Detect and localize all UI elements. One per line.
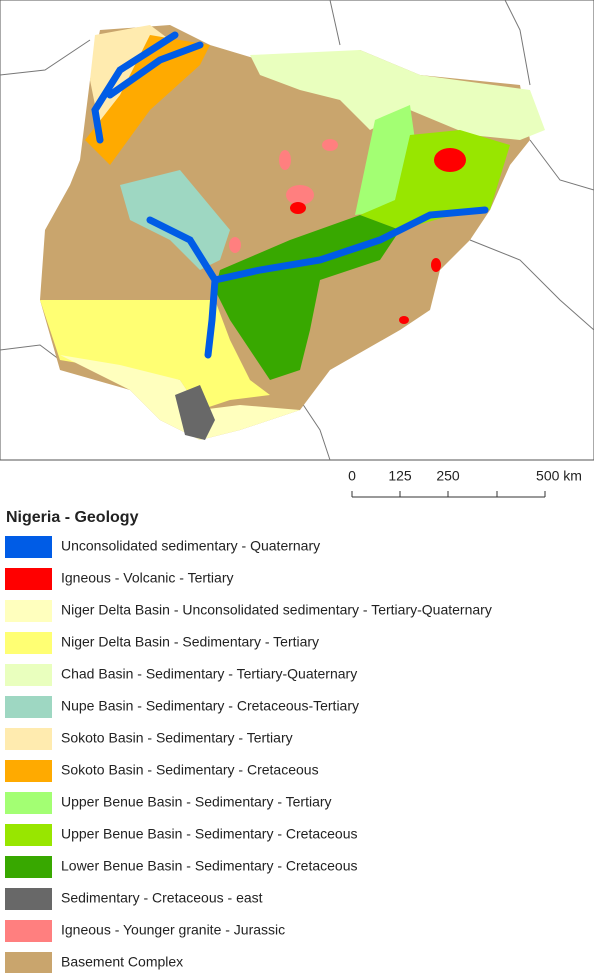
legend-swatch xyxy=(5,536,52,558)
map-feature xyxy=(434,148,466,172)
region xyxy=(120,170,230,270)
legend-swatch xyxy=(5,856,52,878)
map xyxy=(0,0,594,461)
legend-label: Basement Complex xyxy=(61,954,183,970)
volcanic xyxy=(290,148,466,324)
legend-label: Igneous - Volcanic - Tertiary xyxy=(61,570,234,586)
legend-label: Sedimentary - Cretaceous - east xyxy=(61,890,263,906)
legend-label: Nupe Basin - Sedimentary - Cretaceous-Te… xyxy=(61,698,359,714)
map-feature xyxy=(290,202,306,214)
map-feature xyxy=(229,237,241,253)
map-feature xyxy=(286,185,314,205)
map-feature xyxy=(279,150,291,170)
legend-swatch xyxy=(5,632,52,654)
country-border xyxy=(0,0,594,461)
legend-title: Nigeria - Geology xyxy=(6,509,139,526)
legend-swatch xyxy=(5,952,52,974)
legend-label: Unconsolidated sedimentary - Quaternary xyxy=(61,538,320,554)
legend-label: Lower Benue Basin - Sedimentary - Cretac… xyxy=(61,858,357,874)
legend-label: Igneous - Younger granite - Jurassic xyxy=(61,922,285,938)
legend-swatch xyxy=(5,664,52,686)
legend-label: Upper Benue Basin - Sedimentary - Tertia… xyxy=(61,794,332,810)
region xyxy=(250,50,545,140)
legend-swatch xyxy=(5,568,52,590)
legend-label: Sokoto Basin - Sedimentary - Cretaceous xyxy=(61,762,319,778)
granite xyxy=(229,139,338,253)
scale-bar: 0 125 250 500 km xyxy=(348,468,582,498)
legend-swatch xyxy=(5,696,52,718)
legend-swatch xyxy=(5,760,52,782)
legend-label: Sokoto Basin - Sedimentary - Tertiary xyxy=(61,730,293,746)
region xyxy=(360,130,510,230)
legend-label: Chad Basin - Sedimentary - Tertiary-Quat… xyxy=(61,666,357,682)
scale-label: 500 km xyxy=(536,468,582,484)
legend-label: Niger Delta Basin - Sedimentary - Tertia… xyxy=(61,634,319,650)
river xyxy=(91,31,489,359)
legend-swatch xyxy=(5,600,52,622)
region xyxy=(85,35,210,165)
region xyxy=(175,385,215,440)
region xyxy=(215,215,400,380)
scale-label: 0 xyxy=(348,468,356,484)
map-feature xyxy=(399,316,409,324)
legend-swatch xyxy=(5,920,52,942)
legend-label: Upper Benue Basin - Sedimentary - Cretac… xyxy=(61,826,357,842)
scale-label: 250 xyxy=(436,468,460,484)
legend-swatch xyxy=(5,728,52,750)
map-feature xyxy=(322,139,338,151)
legend-swatch xyxy=(5,888,52,910)
map-feature xyxy=(431,258,441,272)
legend-swatch xyxy=(5,792,52,814)
legend: Unconsolidated sedimentary - Quaternary I… xyxy=(5,536,492,974)
scale-line xyxy=(351,491,546,498)
scale-label: 125 xyxy=(388,468,412,484)
legend-swatch xyxy=(5,824,52,846)
legend-label: Niger Delta Basin - Unconsolidated sedim… xyxy=(61,602,492,618)
